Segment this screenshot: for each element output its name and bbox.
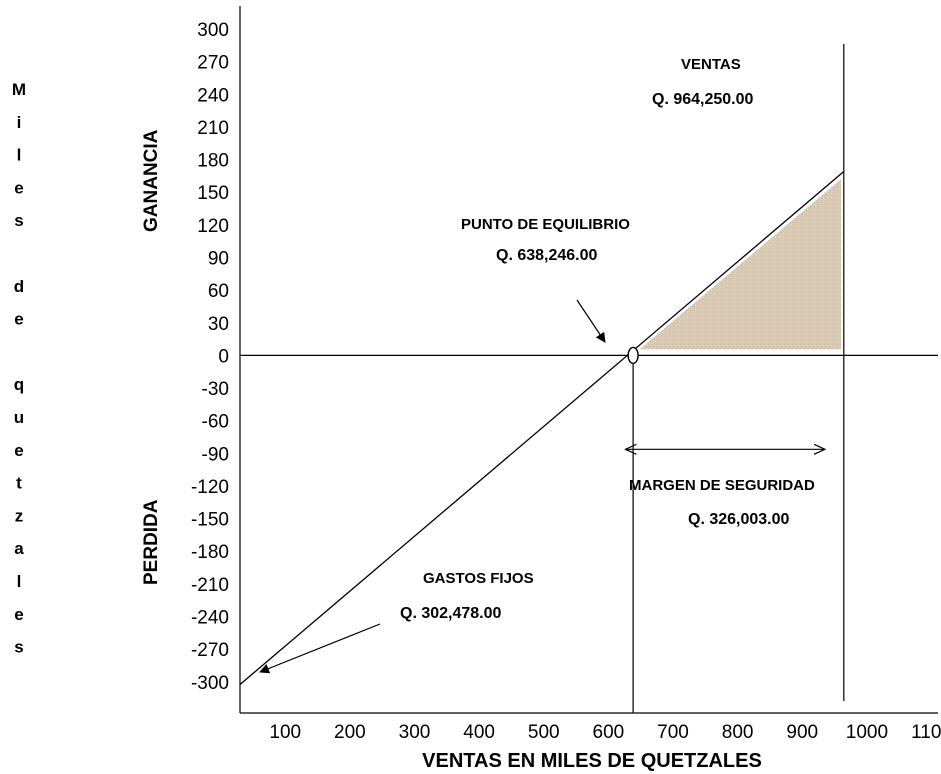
y-axis-title-letter: l bbox=[17, 572, 22, 591]
x-axis-title: VENTAS EN MILES DE QUETZALES bbox=[422, 750, 762, 772]
y-axis-title-letter: u bbox=[14, 408, 24, 427]
y-tick-label: -180 bbox=[191, 542, 229, 563]
x-tick-label: 400 bbox=[463, 722, 495, 743]
y-tick-label: 300 bbox=[197, 20, 229, 41]
margen-seguridad-value: Q. 326,003.00 bbox=[688, 511, 790, 528]
punto-equilibrio-value: Q. 638,246.00 bbox=[496, 247, 598, 264]
y-axis-title-letter: d bbox=[14, 277, 24, 296]
y-tick-label: 240 bbox=[197, 85, 229, 106]
y-axis-title-letter: M bbox=[12, 80, 26, 99]
y-tick-label: -150 bbox=[191, 510, 229, 531]
punto-equilibrio-arrow bbox=[576, 299, 606, 343]
y-tick-label: 0 bbox=[218, 346, 229, 367]
y-tick-label: -30 bbox=[202, 379, 229, 400]
y-tick-label: 120 bbox=[197, 216, 229, 237]
ganancia-label: GANANCIA bbox=[141, 129, 162, 232]
y-axis-title-letter: q bbox=[14, 375, 24, 394]
punto-equilibrio-label: PUNTO DE EQUILIBRIO bbox=[461, 216, 630, 233]
y-tick-label: -210 bbox=[191, 575, 229, 596]
x-tick-label: 600 bbox=[593, 722, 625, 743]
x-tick-label: 700 bbox=[657, 722, 689, 743]
y-tick-label: 270 bbox=[197, 53, 229, 74]
x-tick-label: 500 bbox=[528, 722, 560, 743]
y-axis-title-letter: e bbox=[14, 441, 23, 460]
y-tick-label: -300 bbox=[191, 673, 229, 694]
x-tick-label: 1000 bbox=[846, 722, 888, 743]
y-axis-title-letter: i bbox=[17, 113, 22, 132]
y-axis-title-letter: s bbox=[14, 211, 23, 230]
ventas-value: Q. 964,250.00 bbox=[652, 91, 754, 108]
y-axis-title-letter: e bbox=[14, 178, 23, 197]
y-axis-title-letter: e bbox=[14, 310, 23, 329]
break-even-marker bbox=[627, 346, 639, 365]
y-tick-label: 150 bbox=[197, 183, 229, 204]
y-tick-label: 90 bbox=[208, 248, 229, 269]
y-tick-label: 180 bbox=[197, 151, 229, 172]
profit-region bbox=[639, 179, 842, 350]
y-tick-label: 30 bbox=[208, 314, 229, 335]
x-tick-label: 900 bbox=[786, 722, 818, 743]
y-axis-title-letter: z bbox=[15, 506, 24, 525]
y-tick-label: -270 bbox=[191, 640, 229, 661]
gastos-fijos-label: GASTOS FIJOS bbox=[423, 570, 534, 587]
y-axis-title-letter: l bbox=[17, 146, 22, 165]
margen-seguridad-label: MARGEN DE SEGURIDAD bbox=[629, 477, 815, 494]
ventas-label: VENTAS bbox=[681, 56, 741, 73]
gastos-fijos-value: Q. 302,478.00 bbox=[400, 605, 502, 622]
y-axis-title-letter: e bbox=[14, 605, 23, 624]
perdida-label: PERDIDA bbox=[141, 499, 162, 585]
x-tick-label: 100 bbox=[269, 722, 301, 743]
x-tick-label: 800 bbox=[722, 722, 754, 743]
y-tick-label: -60 bbox=[202, 412, 229, 433]
y-axis-title-letter: a bbox=[14, 539, 24, 558]
y-tick-label: -90 bbox=[202, 444, 229, 465]
y-tick-label: -120 bbox=[191, 477, 229, 498]
y-tick-label: 60 bbox=[208, 281, 229, 302]
gastos-fijos-arrow bbox=[259, 623, 381, 674]
x-tick-label: 200 bbox=[334, 722, 366, 743]
series-line-0 bbox=[239, 171, 845, 685]
x-tick-label: 1100 bbox=[911, 722, 941, 743]
y-tick-label: -240 bbox=[191, 608, 229, 629]
y-tick-label: 210 bbox=[197, 118, 229, 139]
y-axis-title-letter: t bbox=[16, 474, 22, 493]
y-axis-title-letter: s bbox=[14, 638, 23, 657]
x-tick-label: 300 bbox=[399, 722, 431, 743]
